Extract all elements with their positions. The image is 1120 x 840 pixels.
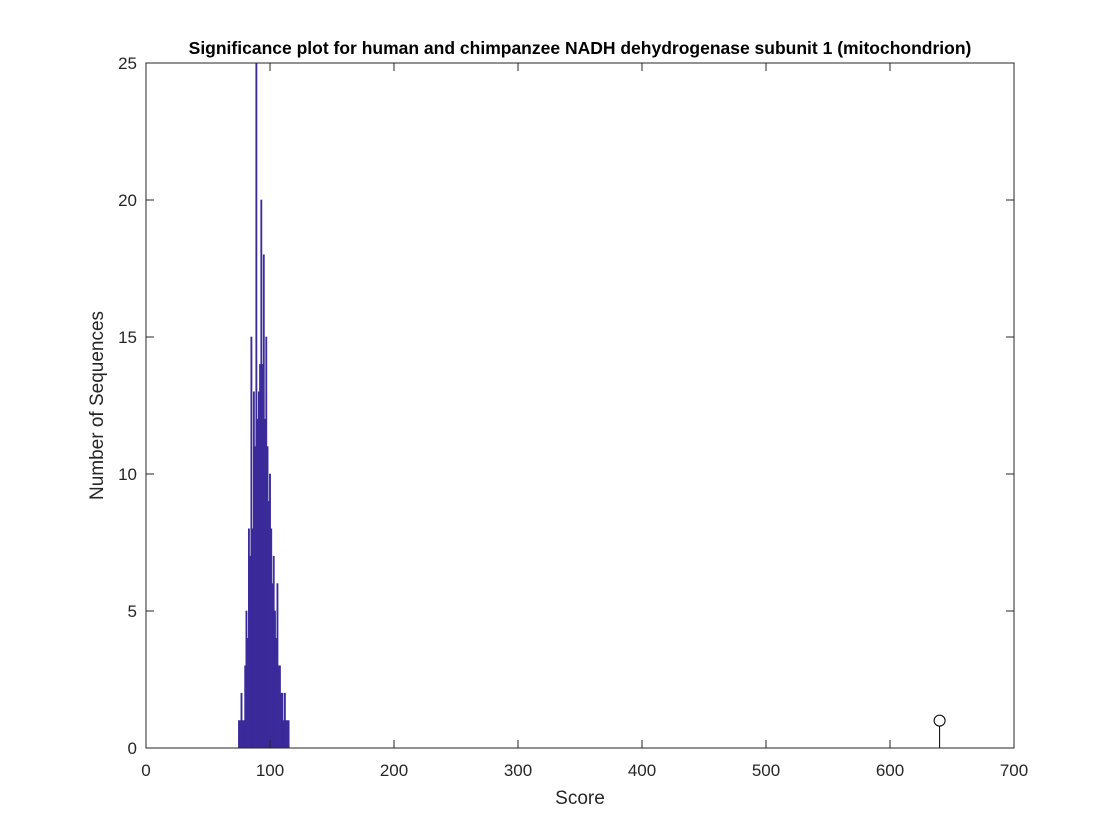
y-tick-label: 15 (118, 328, 137, 347)
x-tick-label: 500 (752, 761, 780, 780)
x-tick-label: 0 (141, 761, 150, 780)
axes-box (145, 62, 1015, 749)
y-axis-label: Number of Sequences (87, 311, 108, 500)
y-tick-label: 0 (128, 739, 137, 758)
x-tick-label: 300 (504, 761, 532, 780)
x-axis-ticks: 0 100 200 300 400 500 600 700 (141, 63, 1028, 780)
x-tick-label: 400 (628, 761, 656, 780)
y-axis-ticks: 0 5 10 15 20 25 (118, 54, 1014, 758)
histogram-bar (287, 720, 290, 749)
x-tick-label: 600 (876, 761, 904, 780)
x-tick-label: 200 (380, 761, 408, 780)
chart-title: Significance plot for human and chimpanz… (189, 38, 972, 58)
stem-marker-circle (933, 714, 946, 727)
x-axis-label: Score (555, 788, 605, 809)
x-tick-label: 700 (1000, 761, 1028, 780)
y-tick-label: 5 (128, 602, 137, 621)
y-tick-label: 25 (118, 54, 137, 73)
stem-marker-group (933, 714, 946, 748)
plot-area (146, 63, 1014, 748)
y-tick-label: 20 (118, 191, 137, 210)
y-tick-label: 10 (118, 465, 137, 484)
x-tick-label: 100 (256, 761, 284, 780)
